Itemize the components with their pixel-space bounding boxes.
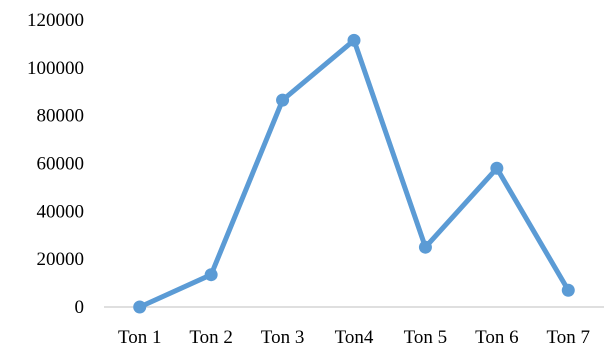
x-tick-label: Ton4: [335, 327, 374, 346]
y-tick-label: 120000: [27, 10, 84, 31]
series-line: [137, 37, 571, 310]
data-point-marker: [418, 240, 432, 254]
data-point-marker: [490, 161, 504, 175]
data-point-marker: [276, 93, 290, 107]
y-tick-label: 100000: [27, 58, 84, 79]
y-axis-tick-labels: 0 20000 40000 60000 80000 100000 120000: [27, 10, 84, 318]
x-tick-label: Ton 1: [118, 327, 162, 346]
x-axis-tick-labels: Ton 1 Ton 2 Ton 3 Ton4 Ton 5 Ton 6 Ton 7: [118, 327, 590, 346]
series-group: [133, 33, 575, 314]
x-tick-label: Ton 3: [261, 327, 305, 346]
data-point-marker: [204, 268, 218, 282]
y-tick-label: 80000: [37, 106, 85, 127]
data-point-marker: [561, 283, 575, 297]
y-tick-label: 40000: [37, 201, 85, 222]
data-point-marker: [133, 300, 147, 314]
y-tick-label: 20000: [37, 249, 85, 270]
x-tick-label: Ton 7: [547, 327, 591, 346]
y-tick-label: 60000: [37, 154, 85, 175]
data-point-marker: [347, 33, 361, 47]
x-tick-label: Ton 5: [404, 327, 448, 346]
y-tick-label: 0: [75, 297, 85, 318]
x-tick-label: Ton 6: [475, 327, 519, 346]
x-tick-label: Ton 2: [189, 327, 233, 346]
